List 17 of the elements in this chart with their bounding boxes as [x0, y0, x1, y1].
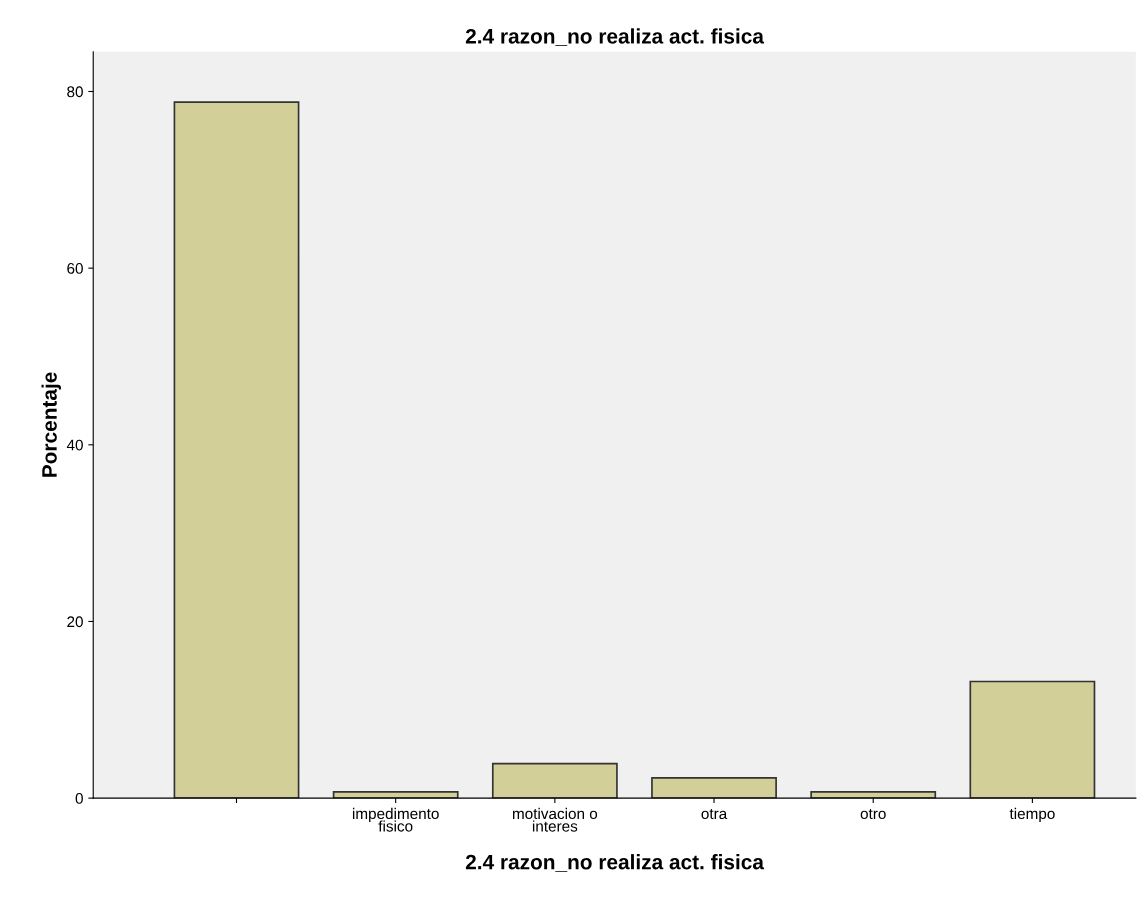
x-tick-label: otro: [860, 809, 886, 820]
y-tick-label: 0: [75, 793, 83, 804]
x-tick-label: motivacion o interes: [512, 807, 598, 832]
y-tick-label: 20: [67, 616, 83, 628]
x-tick-label: impedimento fisico: [352, 807, 439, 832]
x-tick-label: otra: [701, 809, 728, 820]
chart-title: 2.4 razon_no realiza act. fisica: [465, 28, 765, 46]
y-tick-label: 60: [67, 263, 83, 274]
y-tick-label: 40: [66, 439, 83, 451]
y-axis-title: Porcentaje: [41, 372, 61, 477]
bar: [173, 101, 300, 799]
bar: [969, 680, 1096, 799]
y-tick-label: 80: [67, 86, 83, 98]
bar: [491, 762, 618, 799]
x-axis-title: 2.4 razon_no realiza act. fisica: [465, 854, 765, 872]
x-tick-label: tiempo: [1009, 807, 1055, 823]
bar: [651, 776, 777, 799]
